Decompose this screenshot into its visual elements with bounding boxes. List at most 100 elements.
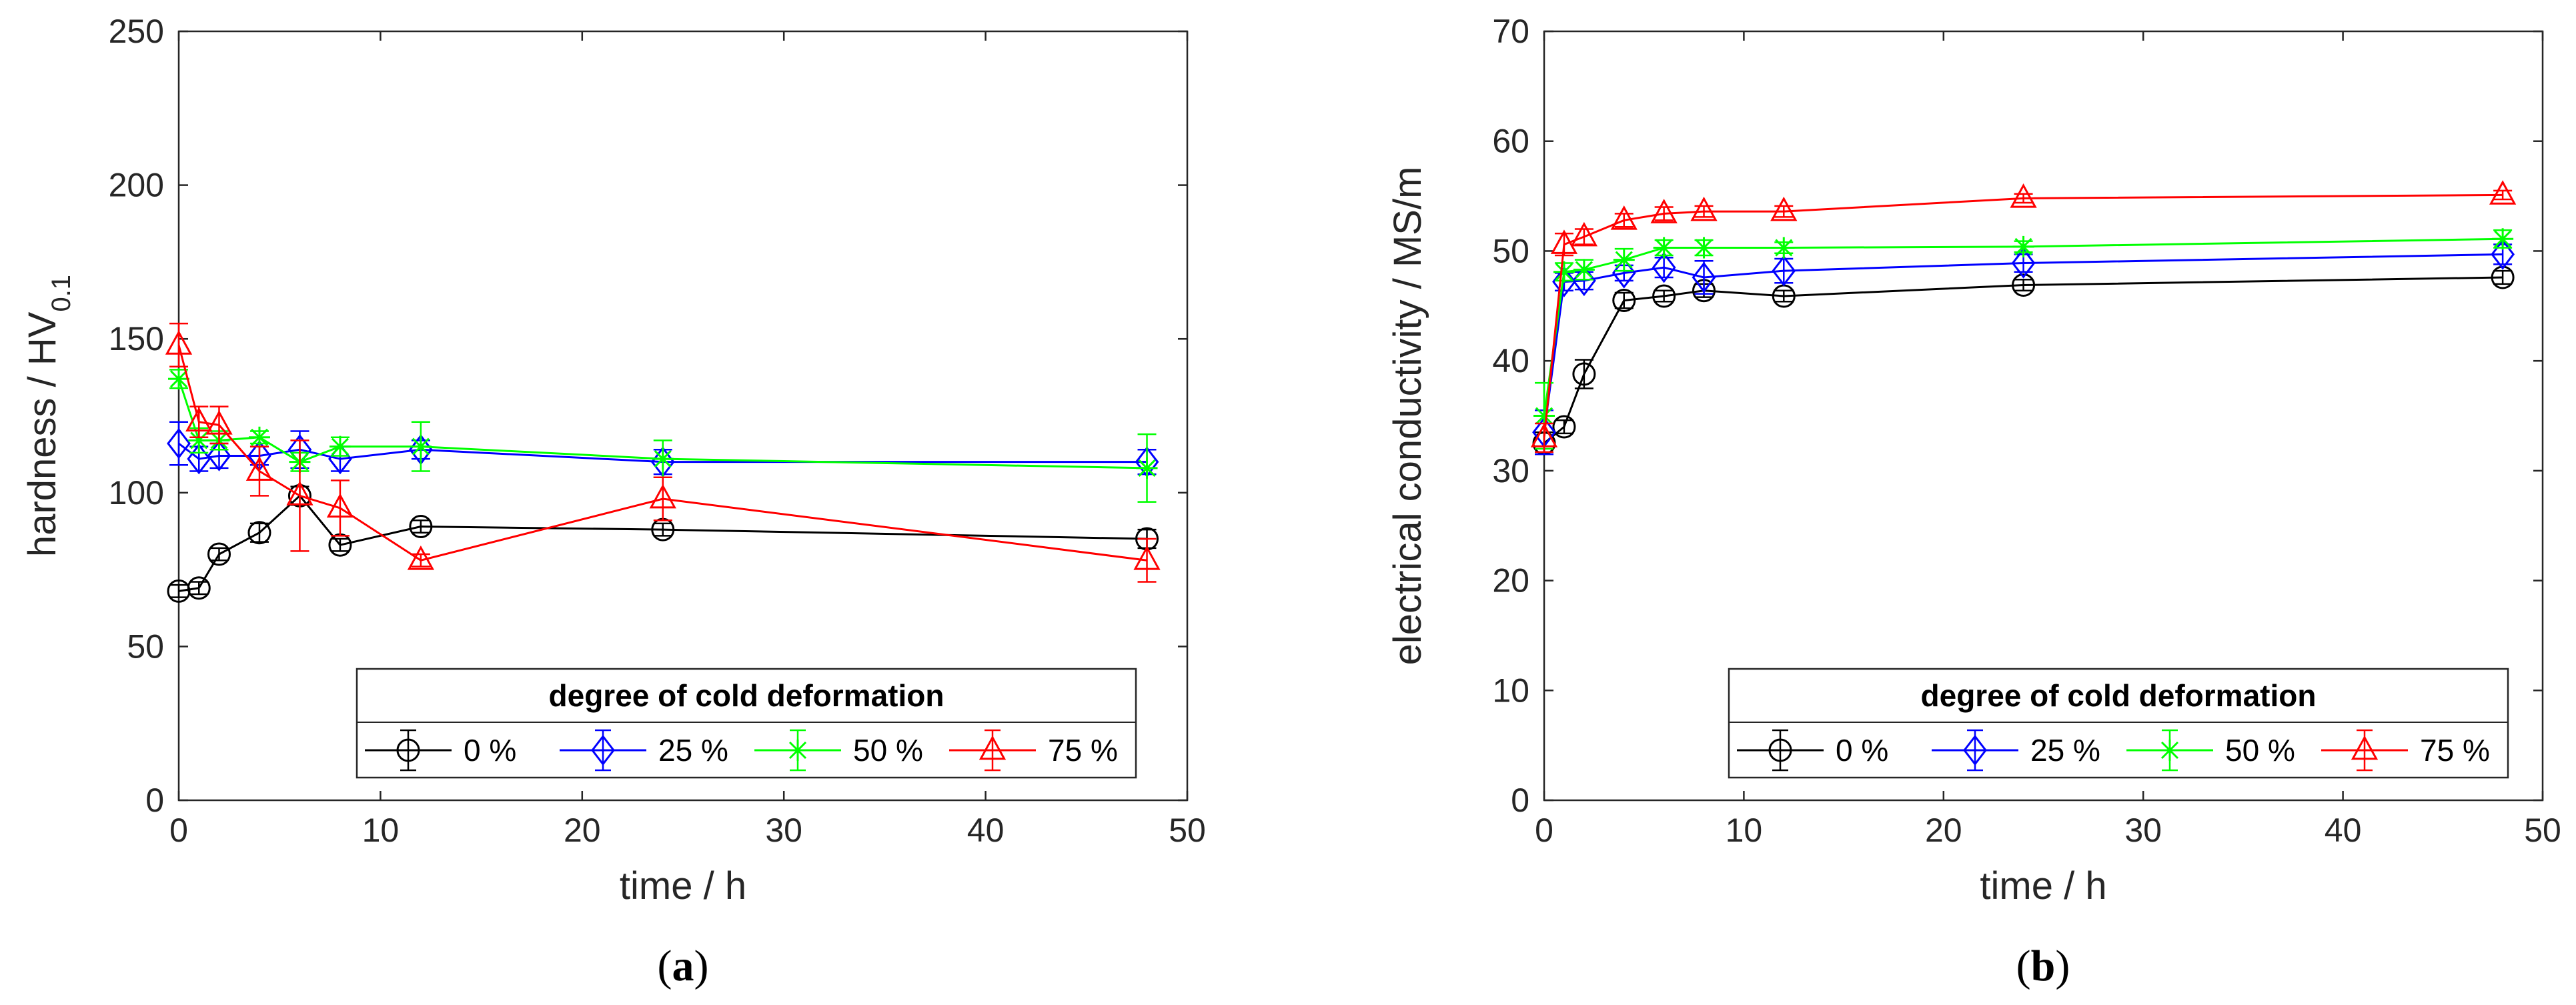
legend-title-a: degree of cold deformation	[549, 678, 944, 713]
legend-entry: 25 %	[560, 729, 728, 772]
y-tick-label: 200	[109, 167, 164, 204]
series-layer-a	[165, 322, 1161, 603]
data-point	[2012, 273, 2036, 297]
x-tick-label: 0	[169, 812, 188, 849]
legend-entry: 50 %	[2126, 729, 2295, 772]
data-point	[1690, 196, 1718, 221]
data-point	[245, 456, 273, 481]
panel-caption-a: (a)	[658, 942, 709, 990]
data-point	[2012, 235, 2034, 257]
data-point	[168, 368, 189, 390]
data-point	[247, 521, 271, 545]
data-point	[207, 542, 231, 566]
data-point	[188, 429, 210, 451]
legend-title-b: degree of cold deformation	[1921, 678, 2317, 713]
chart-panel-b: 0 10 20 30 40 50 0 10 20 30 40 50 60 70 time / h elec…	[1386, 13, 2561, 990]
data-point	[1612, 289, 1636, 313]
legend-entry: 0 %	[365, 729, 516, 772]
legend-entry: 0 %	[1737, 729, 1888, 772]
data-point	[410, 435, 432, 457]
x-tick-label: 20	[1925, 812, 1962, 849]
x-tick-label: 0	[1535, 812, 1553, 849]
legend-label: 25 %	[658, 733, 728, 768]
axis-ticks-a: 0 10 20 30 40 50 0 50 100 150 200 250	[109, 13, 1206, 849]
data-point	[1573, 259, 1595, 281]
x-axis-label-b: time / h	[1980, 864, 2106, 908]
legend-label: 0 %	[464, 733, 516, 768]
panel-letter-a: a	[672, 942, 694, 990]
data-point	[1572, 362, 1596, 386]
data-point	[407, 545, 435, 570]
data-point	[409, 515, 433, 539]
data-point	[2010, 183, 2037, 208]
data-point	[1693, 237, 1715, 259]
data-point	[1533, 405, 1555, 427]
data-point	[1770, 196, 1798, 221]
data-point	[1552, 415, 1576, 439]
data-point	[1552, 266, 1576, 297]
data-point	[1613, 249, 1635, 271]
data-point	[1610, 205, 1638, 230]
data-point	[167, 427, 191, 459]
legend-label: 0 %	[1836, 733, 1888, 768]
legend-label: 50 %	[2225, 733, 2295, 768]
legend-a: degree of cold deformation 0 % 25 % 50 % 75…	[356, 668, 1137, 779]
legend-marker	[2351, 735, 2379, 760]
legend-label: 75 %	[1048, 733, 1118, 768]
legend-label: 25 %	[2030, 733, 2100, 768]
legend-b: degree of cold deformation 0 % 25 % 50 % 75…	[1728, 668, 2509, 779]
x-tick-label: 40	[967, 812, 1005, 849]
data-point	[326, 493, 354, 518]
x-tick-label: 10	[1726, 812, 1763, 849]
y-tick-label: 50	[1492, 232, 1529, 269]
series-75-percent	[165, 322, 1161, 583]
y-tick-label: 40	[1492, 342, 1529, 379]
y-axis-label-sub-a: 0.1	[47, 275, 76, 312]
legend-entry: 75 %	[2321, 729, 2490, 772]
data-point	[248, 426, 270, 448]
legend-entry: 75 %	[949, 729, 1118, 772]
x-tick-label: 40	[2325, 812, 2362, 849]
y-tick-label: 150	[109, 320, 164, 357]
x-tick-label: 20	[564, 812, 601, 849]
data-point	[1650, 199, 1678, 223]
legend-marker	[591, 734, 615, 766]
data-point	[2491, 239, 2515, 270]
data-point	[649, 483, 676, 509]
x-tick-label: 30	[2124, 812, 2162, 849]
x-tick-label: 50	[2524, 812, 2561, 849]
legend-marker	[1768, 738, 1792, 762]
data-point	[2489, 180, 2517, 205]
data-point	[652, 448, 674, 470]
y-tick-label: 30	[1492, 452, 1529, 489]
y-tick-label: 0	[1511, 782, 1529, 819]
legend-entry: 50 %	[754, 729, 923, 772]
y-axis-label-a: hardness / HV0.1	[21, 275, 76, 557]
data-point	[2011, 247, 2036, 279]
y-tick-label: 20	[1492, 562, 1529, 600]
x-axis-label-a: time / h	[620, 864, 746, 908]
data-point	[185, 407, 213, 432]
data-point	[1133, 545, 1161, 570]
legend-entries-b: 0 % 25 % 50 % 75 %	[1737, 729, 2490, 772]
legend-marker	[1963, 734, 1987, 766]
axis-ticks-b: 0 10 20 30 40 50 0 10 20 30 40 50 60 70	[1492, 13, 2561, 849]
legend-marker	[787, 740, 808, 761]
y-tick-label: 60	[1492, 123, 1529, 160]
data-point	[1653, 237, 1675, 259]
y-axis-label-b: electrical conductivity / MS/m	[1386, 167, 1429, 666]
data-point	[1612, 257, 1636, 289]
data-point	[207, 440, 231, 471]
data-point	[1773, 237, 1795, 259]
data-point	[1553, 261, 1575, 283]
legend-box-b	[1728, 668, 2509, 779]
panel-letter-b: b	[2031, 942, 2056, 990]
data-point	[2492, 228, 2514, 250]
legend-marker	[979, 735, 1007, 760]
panel-caption-b: (b)	[2016, 942, 2070, 990]
legend-label: 75 %	[2420, 733, 2490, 768]
x-tick-label: 50	[1169, 812, 1206, 849]
data-point	[187, 576, 211, 600]
